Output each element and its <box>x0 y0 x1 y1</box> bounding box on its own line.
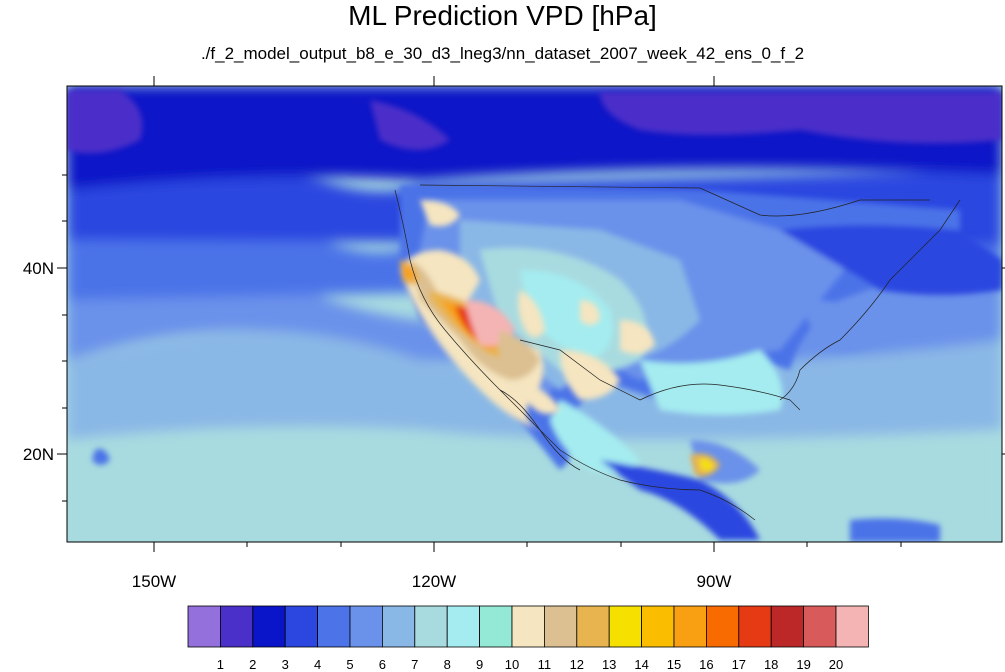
colorbar-swatch <box>738 605 772 648</box>
colorbar-tick-label: 5 <box>346 657 353 672</box>
colorbar-swatch <box>349 605 383 648</box>
colorbar-tick-label: 8 <box>444 657 451 672</box>
lon-label-150w: 150W <box>132 572 176 591</box>
colorbar-swatch <box>544 605 578 648</box>
lon-label-90w: 90W <box>697 572 732 591</box>
colorbar-swatch <box>446 605 481 648</box>
colorbar-tick-label: 19 <box>796 657 810 672</box>
colorbar-swatch <box>770 605 805 648</box>
colorbar-swatch <box>576 605 610 648</box>
colorbar-swatch <box>187 605 221 648</box>
colorbar-tick-label: 20 <box>829 657 843 672</box>
colorbar-tick-label: 15 <box>667 657 681 672</box>
colorbar-tick-label: 10 <box>505 657 519 672</box>
colorbar-swatch <box>511 605 545 648</box>
lat-label-40n: 40N <box>23 259 54 278</box>
colorbar-tick-label: 18 <box>764 657 778 672</box>
colorbar-swatch <box>706 605 740 648</box>
colorbar-tick-label: 9 <box>476 657 483 672</box>
colorbar-tick-label: 3 <box>282 657 289 672</box>
colorbar-tick-label: 6 <box>379 657 386 672</box>
map-frame <box>66 85 1003 543</box>
colorbar-tick-label: 4 <box>314 657 321 672</box>
colorbar-swatch <box>381 605 416 648</box>
colorbar-swatch <box>673 605 707 648</box>
colorbar-tick-label: 12 <box>570 657 584 672</box>
map-subtitle: ./f_2_model_output_b8_e_30_d3_lneg3/nn_d… <box>200 44 805 63</box>
colorbar-tick-label: 2 <box>249 657 256 672</box>
colorbar-tick-label: 1 <box>217 657 224 672</box>
colorbar-tick-label: 17 <box>732 657 746 672</box>
colorbar-swatch <box>252 605 286 648</box>
colorbar: 1 2 3 4 5 6 7 8 9 10 11 12 13 14 15 16 17 18 19 20 <box>187 605 869 672</box>
vpd-field <box>67 86 1002 542</box>
colorbar-swatch <box>803 605 837 648</box>
map-ticks <box>57 76 1005 552</box>
colorbar-swatch <box>641 605 675 648</box>
colorbar-swatch <box>479 605 513 648</box>
colorbar-tick-label: 7 <box>411 657 418 672</box>
colorbar-swatch <box>219 605 254 648</box>
map-title: ML Prediction VPD [hPa] <box>348 0 657 31</box>
colorbar-swatch <box>835 605 869 648</box>
lat-label-20n: 20N <box>23 445 54 464</box>
colorbar-swatch <box>317 605 351 648</box>
colorbar-tick-label: 16 <box>699 657 713 672</box>
colorbar-swatch <box>414 605 448 648</box>
colorbar-swatch <box>608 605 643 648</box>
colorbar-tick-label: 13 <box>602 657 616 672</box>
lon-label-120w: 120W <box>412 572 456 591</box>
colorbar-swatch <box>284 605 319 648</box>
colorbar-tick-label: 14 <box>634 657 648 672</box>
colorbar-tick-label: 11 <box>538 657 552 672</box>
